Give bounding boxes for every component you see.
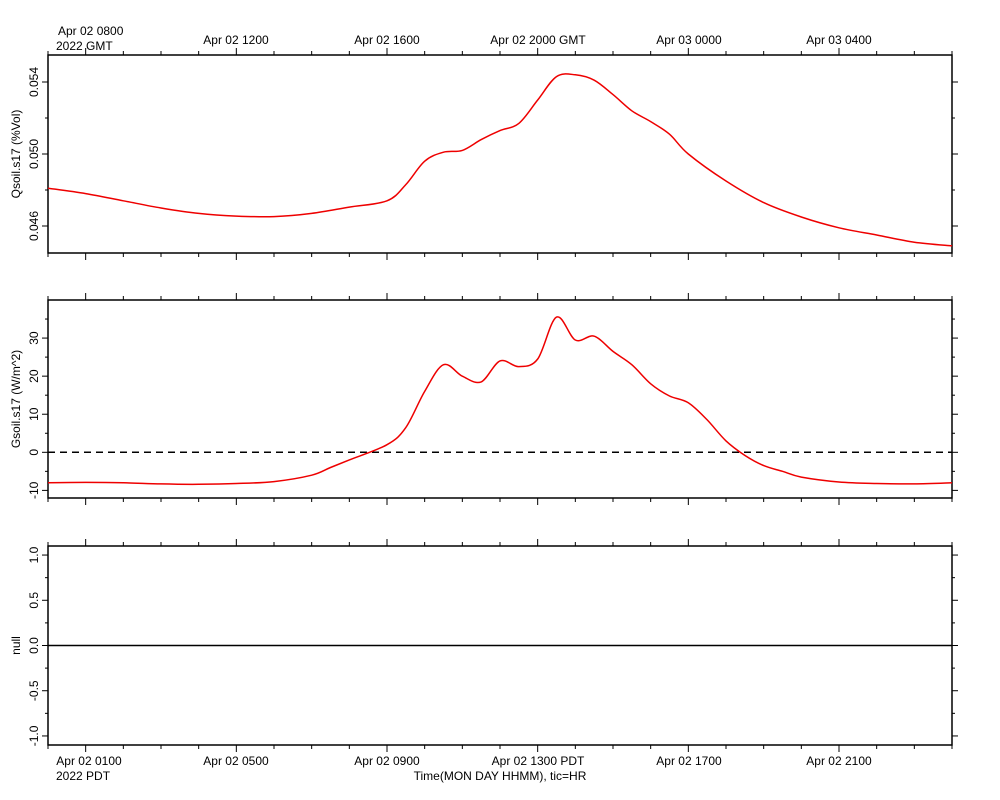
y-axis-title: Gsoil.s17 (W/m^2): [9, 350, 23, 448]
gsoil-panel: -10 0 10 20 30 Gsoil.s17 (W/m^2): [9, 293, 958, 505]
plot-frame: [47, 54, 953, 254]
plot-frame: [47, 299, 953, 499]
bottom-axis-first-label-line1: Apr 02 0100: [56, 754, 122, 768]
bottom-axis-label: Apr 02 1700: [656, 754, 722, 768]
bottom-axis-title: Time(MON DAY HHMM), tic=HR: [414, 769, 587, 783]
y-tick-label: 0.054: [27, 67, 41, 97]
top-axis-label: Apr 02 1600: [354, 33, 420, 47]
bottom-axis-label: Apr 02 1300 PDT: [492, 754, 585, 768]
y-tick-label: 20: [27, 369, 41, 383]
y-tick-label: 0.046: [27, 211, 41, 241]
y-tick-label: 0.050: [27, 139, 41, 169]
y-tick-label: -10: [27, 481, 41, 499]
series-line: [47, 316, 953, 486]
bottom-time-axis: Apr 02 0100 2022 PDT Apr 02 0500 Apr 02 …: [56, 754, 872, 783]
top-axis-first-label-line1: Apr 02 0800: [58, 24, 124, 38]
y-tick-label: 30: [27, 331, 41, 345]
null-panel: -1.0 -0.5 0.0 0.5 1.0 null: [9, 539, 958, 752]
top-axis-label: Apr 02 2000 GMT: [490, 33, 586, 47]
top-axis-label: Apr 02 1200: [203, 33, 269, 47]
series-line: [47, 73, 953, 247]
y-axis-title: Qsoil.s17 (%Vol): [9, 110, 23, 199]
y-tick-label: 0.0: [27, 637, 41, 654]
bottom-axis-label: Apr 02 2100: [806, 754, 872, 768]
y-tick-label: 0: [27, 449, 41, 456]
top-axis-first-label-line2: 2022 GMT: [56, 39, 113, 53]
bottom-axis-label: Apr 02 0900: [354, 754, 420, 768]
y-axis-title: null: [9, 636, 23, 655]
qsoil-panel: 0.046 0.050 0.054 Qsoil.s17 (%Vol): [9, 48, 958, 260]
y-tick-label: 0.5: [27, 592, 41, 609]
top-axis-label: Apr 03 0000: [656, 33, 722, 47]
y-tick-label: 1.0: [27, 546, 41, 563]
bottom-axis-first-label-line2: 2022 PDT: [56, 769, 111, 783]
top-axis-label: Apr 03 0400: [806, 33, 872, 47]
bottom-axis-label: Apr 02 0500: [203, 754, 269, 768]
y-tick-label: -1.0: [27, 725, 41, 746]
y-tick-label: -0.5: [27, 680, 41, 701]
top-time-axis: Apr 02 0800 2022 GMT Apr 02 1200 Apr 02 …: [56, 24, 872, 53]
y-tick-label: 10: [27, 407, 41, 421]
